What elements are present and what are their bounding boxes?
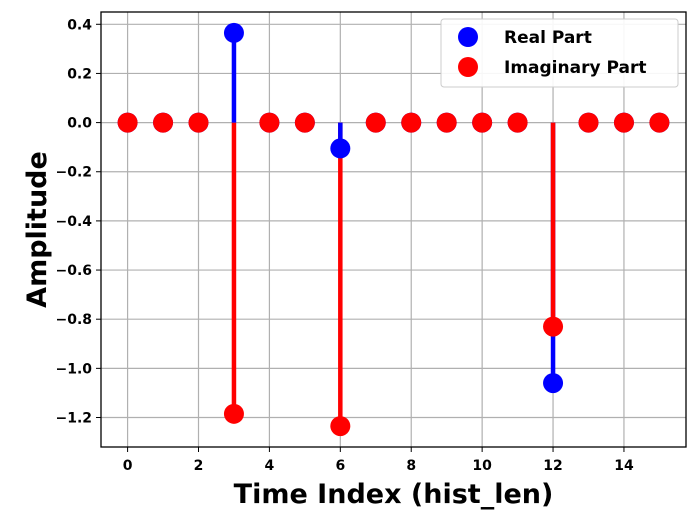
x-tick-label: 2 [194, 458, 204, 474]
legend-label-imaginary: Imaginary Part [504, 58, 646, 78]
y-tick-label: −0.6 [55, 263, 92, 279]
marker-imaginary [330, 416, 351, 437]
y-tick-label: 0.2 [67, 66, 92, 82]
y-tick-label: 0.4 [67, 17, 92, 33]
marker-imaginary [294, 112, 315, 133]
legend-marker-real [458, 27, 478, 47]
y-tick-label: −1.2 [55, 411, 92, 427]
legend: Real Part Imaginary Part [440, 18, 679, 88]
legend-label-real: Real Part [504, 28, 592, 48]
marker-imaginary [259, 112, 280, 133]
stem-lines [231, 32, 556, 427]
legend-box [440, 18, 679, 88]
x-tick-label: 10 [472, 458, 492, 474]
y-axis-label: Amplitude [22, 151, 53, 308]
marker-imaginary [436, 112, 457, 133]
x-tick-label: 4 [265, 458, 275, 474]
x-tick-label: 12 [543, 458, 562, 474]
stem-markers [117, 22, 670, 437]
x-tick-label: 8 [406, 458, 416, 474]
marker-real [543, 373, 564, 394]
x-tick-label: 0 [123, 458, 133, 474]
y-tick-label: −0.4 [55, 214, 92, 230]
y-tick-label: 0.0 [67, 116, 92, 132]
marker-imaginary [543, 316, 564, 337]
marker-imaginary [223, 403, 244, 424]
marker-imaginary [507, 112, 528, 133]
y-tick-label: −0.8 [55, 312, 92, 328]
plot-frame [100, 11, 687, 448]
legend-marker-imaginary [458, 57, 478, 77]
marker-real [223, 22, 244, 43]
marker-imaginary [188, 112, 209, 133]
y-tick-label: −0.2 [55, 165, 92, 181]
x-tick-label: 6 [335, 458, 345, 474]
marker-imaginary [578, 112, 599, 133]
y-tick-label: −1.0 [55, 361, 92, 377]
x-ticks: 0 2 4 6 8 10 12 14 [123, 447, 634, 474]
marker-imaginary [613, 112, 634, 133]
x-axis-label: Time Index (hist_len) [234, 479, 554, 510]
marker-imaginary [365, 112, 386, 133]
x-tick-label: 14 [614, 458, 634, 474]
marker-imaginary [117, 112, 138, 133]
marker-imaginary [401, 112, 422, 133]
marker-imaginary [472, 112, 493, 133]
y-ticks: 0.4 0.2 0.0 −0.2 −0.4 −0.6 −0.8 −1.0 −1.2 [55, 17, 101, 427]
marker-imaginary [153, 112, 174, 133]
marker-imaginary [649, 112, 670, 133]
marker-real [330, 138, 351, 159]
